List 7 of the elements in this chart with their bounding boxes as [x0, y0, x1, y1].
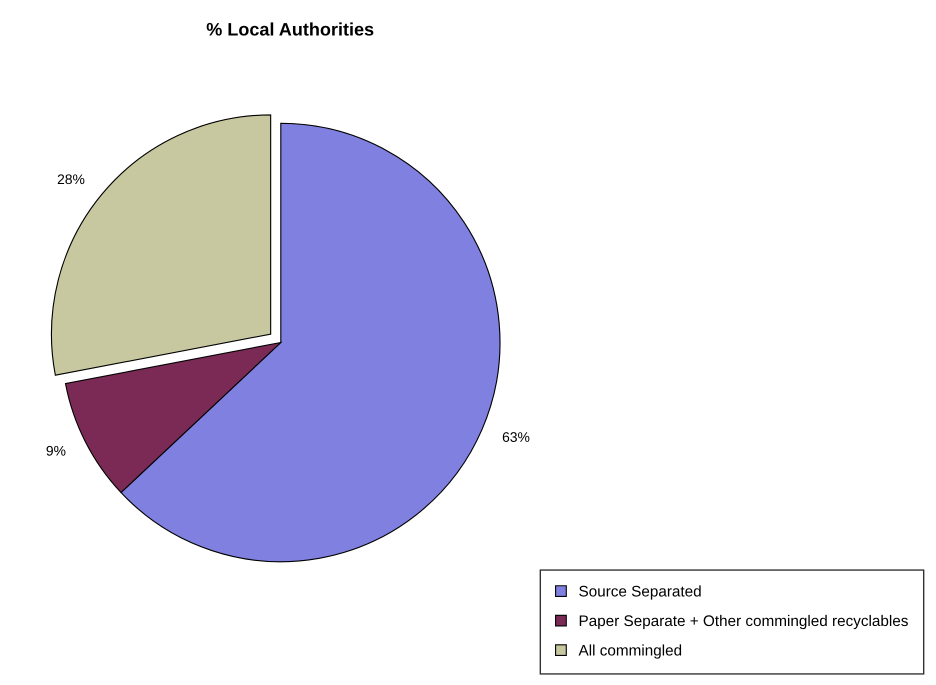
data-label: 63%	[502, 432, 530, 442]
chart-title: % Local Authorities	[206, 22, 374, 36]
legend-label: Source Separated	[579, 585, 701, 600]
data-label: 9%	[46, 446, 66, 456]
legend-label: Paper Separate + Other commingled recyclables	[580, 614, 908, 630]
data-label: 28%	[58, 174, 84, 184]
legend-label: All commingled	[578, 644, 682, 659]
